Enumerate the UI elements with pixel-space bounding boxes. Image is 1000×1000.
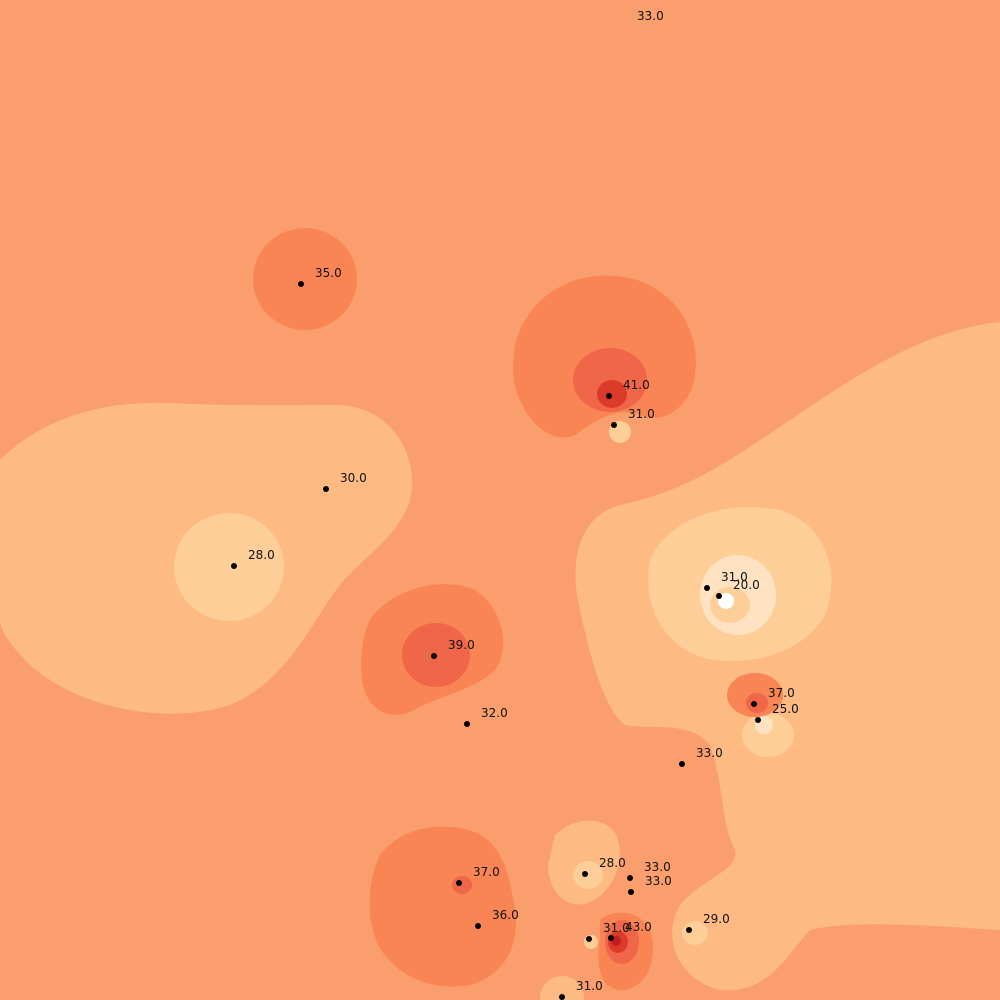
data-point-label: 25.0 (772, 702, 799, 716)
data-point-marker (755, 717, 761, 723)
contour-band-low (174, 513, 284, 621)
data-point-label: 33.0 (696, 746, 723, 760)
data-point-label: 37.0 (768, 686, 795, 700)
data-points: 33.035.041.031.030.028.031.020.039.037.0… (231, 9, 799, 1000)
data-point-marker (231, 563, 237, 569)
data-point-marker (751, 701, 757, 707)
data-point-label: 31.0 (603, 921, 630, 935)
data-point-label: 35.0 (315, 266, 342, 280)
data-point-label: 29.0 (703, 912, 730, 926)
data-point-marker (627, 875, 633, 881)
contour-band-low (718, 593, 734, 609)
contour-band-high (253, 228, 357, 330)
data-point-label: 28.0 (248, 548, 275, 562)
data-point-label: 33.0 (644, 860, 671, 874)
data-point-label: 43.0 (625, 920, 652, 934)
data-point-label: 41.0 (623, 378, 650, 392)
data-point-marker (606, 393, 612, 399)
data-point-label: 28.0 (599, 856, 626, 870)
contour-band-low (682, 921, 708, 945)
data-point-marker (608, 935, 614, 941)
data-point-marker (298, 281, 304, 287)
data-point-marker (686, 927, 692, 933)
contour-band-low (540, 976, 584, 1000)
data-point-label: 33.0 (637, 9, 664, 23)
contour-band-low (573, 861, 603, 889)
contour-band-high (746, 693, 768, 713)
data-point-marker (582, 871, 588, 877)
data-point-label: 31.0 (628, 407, 655, 421)
data-point-label: 37.0 (473, 865, 500, 879)
data-point-label: 31.0 (721, 570, 748, 584)
data-point-marker (716, 593, 722, 599)
data-point-marker (431, 653, 437, 659)
data-point-marker (679, 761, 685, 767)
data-point-label: 31.0 (576, 979, 603, 993)
contour-band-high (369, 826, 516, 987)
contour-band-low (575, 322, 1000, 991)
data-point-marker (559, 994, 565, 1000)
contour-band-high (452, 876, 472, 894)
data-point-marker (323, 486, 329, 492)
data-point-label: 20.0 (733, 578, 760, 592)
data-point-marker (464, 721, 470, 727)
data-point-label: 30.0 (340, 471, 367, 485)
data-point-marker (475, 923, 481, 929)
data-point-marker (704, 585, 710, 591)
contour-band-high (597, 380, 627, 408)
data-point-label: 39.0 (448, 638, 475, 652)
contour-band-low (742, 713, 794, 757)
data-point-label: 33.0 (645, 874, 672, 888)
data-point-marker (456, 880, 462, 886)
data-point-marker (586, 936, 592, 942)
data-point-marker (611, 422, 617, 428)
data-point-label: 36.0 (492, 908, 519, 922)
data-point-label: 32.0 (481, 706, 508, 720)
contour-band-high (573, 348, 647, 412)
data-point-marker (628, 889, 634, 895)
